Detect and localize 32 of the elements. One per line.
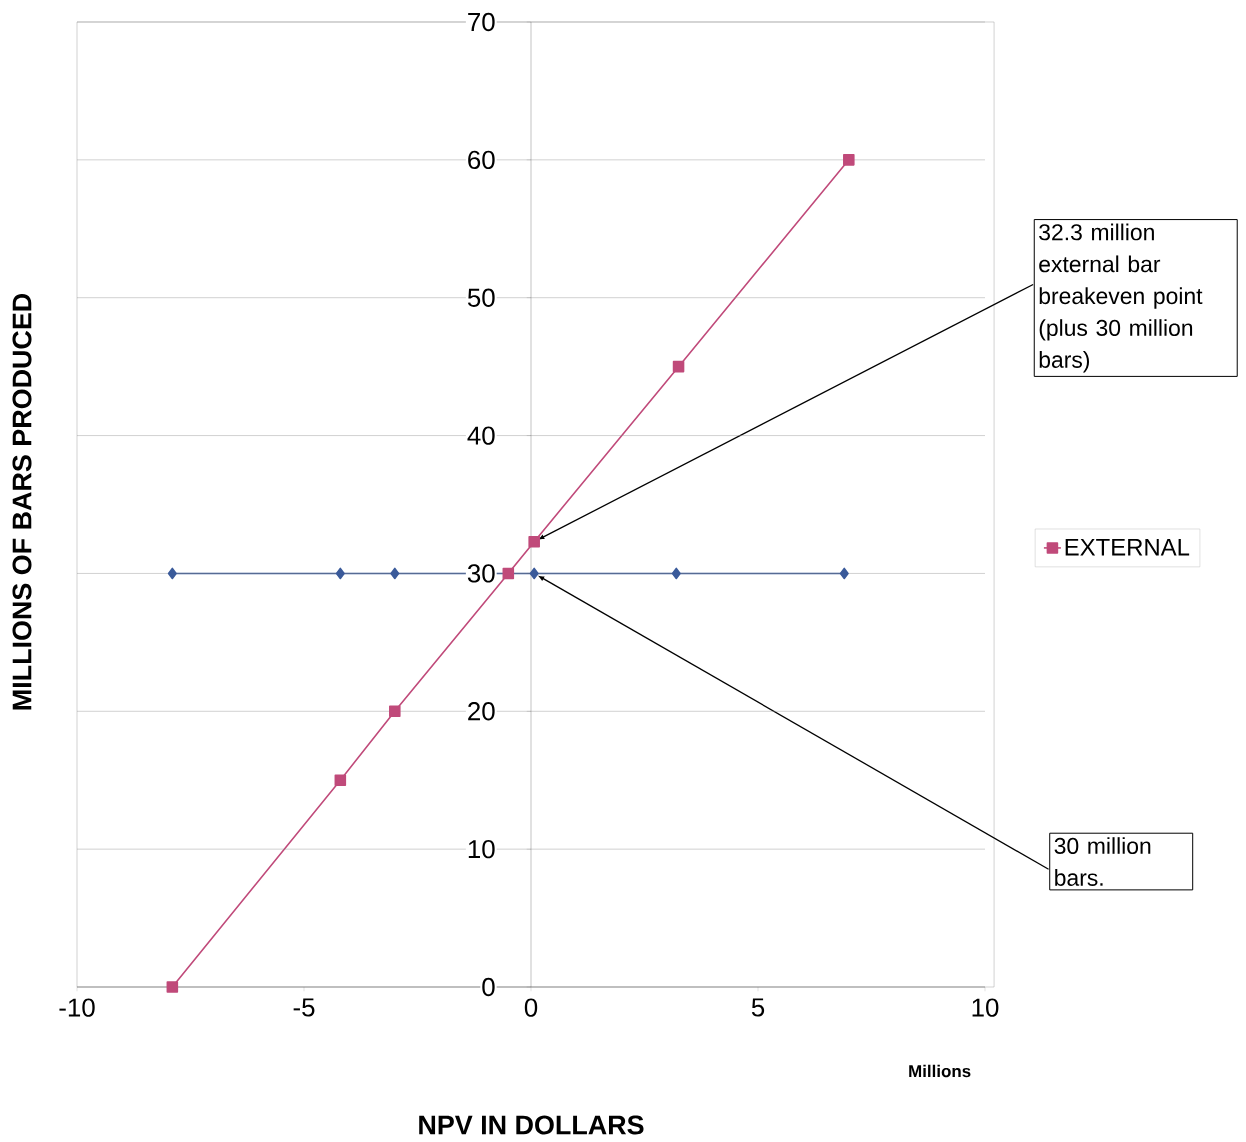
point [839,567,849,580]
y-tick-label: 40 [467,426,495,445]
point [528,535,540,548]
point [334,774,347,786]
x-tick-label: 10 [972,998,999,1017]
point [502,567,515,580]
x-tick-label: 5 [751,998,765,1017]
x-tick-label: 0 [524,998,538,1017]
point [389,705,401,718]
point [166,981,179,993]
point [671,567,681,580]
point [167,567,177,580]
legend-label: EXTERNAL [1065,538,1190,556]
y-tick-label: 20 [468,702,495,721]
y-tick-label: 70 [468,12,495,32]
text: 32.3 million external bar breakeven point (plus 30 million bars) [1039,223,1203,373]
y-tick-label: 50 [467,288,495,307]
y-axis-title: MILLIONS OF BARS PRODUCED [12,293,32,710]
y-tick-label: 30 [467,564,495,583]
point [390,567,400,580]
x-axis-title: NPV IN DOLLARS [419,1115,644,1135]
point [335,567,345,580]
y-tick-label: 60 [468,150,495,170]
text: 30 million bars. [1054,837,1151,886]
x-tick-label: -5 [293,998,315,1017]
y-tick-label: 10 [468,839,495,859]
text: Millions [909,1064,971,1078]
point [529,567,539,580]
y-tick-label: 0 [482,977,495,997]
x-tick-label: -10 [59,998,95,1017]
point [843,154,855,166]
point [672,360,685,373]
